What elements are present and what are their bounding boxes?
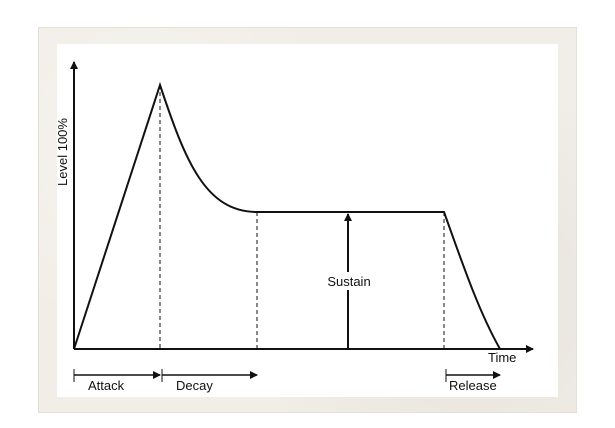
- release-label: Release: [449, 378, 497, 393]
- figure-paper: [57, 44, 558, 397]
- attack-label: Attack: [88, 378, 125, 393]
- y-axis-label: Level 100%: [55, 118, 70, 186]
- figure-card: [38, 27, 577, 413]
- sustain-label: Sustain: [327, 274, 370, 289]
- x-axis-label: Time: [488, 350, 516, 365]
- envelope-curve: [73, 81, 501, 350]
- sustain-label-background: [322, 272, 376, 290]
- decay-label: Decay: [176, 378, 213, 393]
